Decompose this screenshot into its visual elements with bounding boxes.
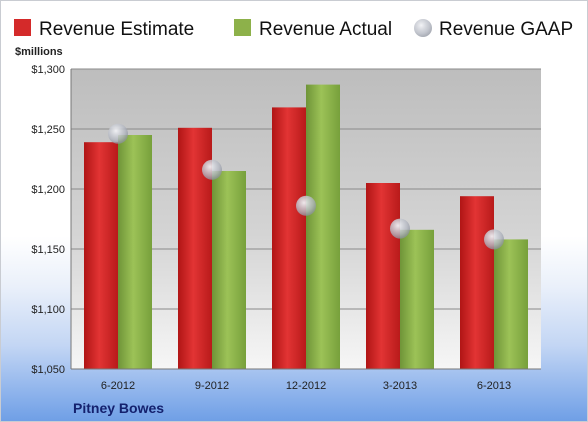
legend-swatch (234, 19, 251, 36)
actual-bar (212, 171, 246, 369)
gaap-marker (108, 123, 128, 144)
gaap-marker (390, 218, 410, 239)
gaap-markers (108, 123, 504, 250)
estimate-bar (272, 107, 306, 370)
legend-label: Revenue GAAP (439, 19, 573, 40)
y-tick-label: $1,100 (31, 304, 65, 316)
legend-swatch (414, 19, 432, 37)
estimate-bar (84, 142, 118, 369)
x-tick-label: 9-2012 (195, 380, 229, 392)
unit-label: $millions (15, 46, 63, 58)
x-tick-label: 6-2012 (101, 380, 135, 392)
legend-swatch (14, 19, 31, 36)
actual-bar (306, 84, 340, 369)
x-tick-label: 12-2012 (286, 380, 326, 392)
gaap-marker (202, 159, 222, 180)
gaap-marker (484, 229, 504, 250)
y-tick-label: $1,150 (31, 244, 65, 256)
company-name: Pitney Bowes (73, 400, 164, 416)
legend-label: Revenue Estimate (39, 19, 194, 40)
axes: $1,050 $1,100 $1,150 $1,200 $1,250 $1,300 6-20… (31, 64, 541, 392)
bars (84, 84, 528, 370)
x-tick-label: 3-2013 (383, 380, 417, 392)
actual-bar (400, 229, 434, 369)
estimate-bar (366, 183, 400, 369)
legend-label: Revenue Actual (259, 19, 392, 40)
legend: Revenue Estimate Revenue Actual Revenue GA… (14, 19, 573, 40)
x-tick-label: 6-2013 (477, 380, 511, 392)
y-tick-label: $1,300 (31, 64, 65, 76)
gaap-marker (296, 195, 316, 216)
actual-bar (494, 239, 528, 369)
y-tick-label: $1,050 (31, 364, 65, 376)
estimate-bar (460, 196, 494, 369)
y-tick-label: $1,250 (31, 124, 65, 136)
y-tick-label: $1,200 (31, 184, 65, 196)
actual-bar (118, 135, 152, 369)
